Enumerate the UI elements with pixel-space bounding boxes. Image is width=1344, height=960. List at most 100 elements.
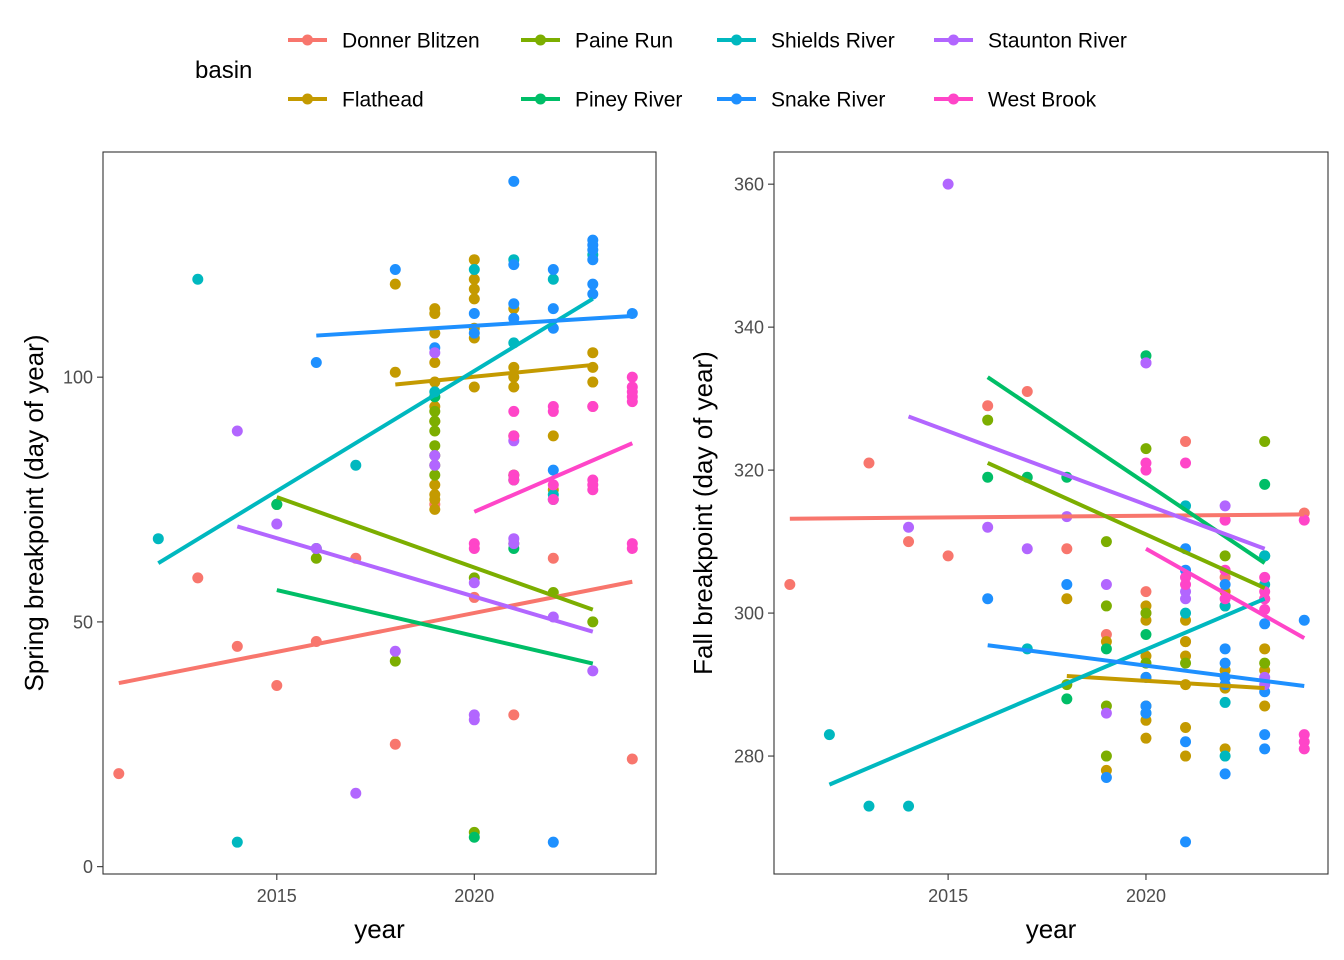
fall-point-paine-run: [1219, 550, 1231, 562]
legend-label: Flathead: [342, 89, 424, 112]
fall-x-tick-label: 2020: [1126, 886, 1166, 906]
fall-point-donner-blitzen: [1021, 385, 1033, 397]
fall-point-snake-river: [1259, 729, 1271, 741]
fall-point-shields-river: [903, 800, 915, 812]
spring-point-donner-blitzen: [547, 552, 559, 564]
spring-point-snake-river: [310, 356, 322, 368]
spring-point-west-brook: [547, 479, 559, 491]
fall-point-snake-river: [1219, 768, 1231, 780]
fall-point-flathead: [1180, 750, 1192, 762]
fall-point-shields-river: [863, 800, 875, 812]
legend-label: Donner Blitzen: [342, 30, 480, 53]
spring-point-west-brook: [468, 542, 480, 554]
spring-point-west-brook: [547, 494, 559, 506]
spring-x-axis-title: year: [354, 914, 405, 944]
spring-point-snake-river: [508, 259, 520, 271]
legend-key-point: [731, 93, 742, 105]
fall-point-flathead: [1180, 636, 1192, 648]
spring-y-tick-label: 50: [73, 612, 93, 632]
fall-point-paine-run: [1100, 750, 1112, 762]
legend-item-donner-blitzen: Donner Blitzen: [288, 30, 480, 53]
legend-label: Paine Run: [575, 30, 673, 53]
fall-point-snake-river: [1100, 771, 1112, 783]
spring-point-paine-run: [429, 415, 441, 427]
spring-point-paine-run: [310, 552, 322, 564]
legend-key-point: [302, 34, 313, 46]
spring-point-flathead: [389, 366, 401, 378]
spring-point-flathead: [468, 254, 480, 266]
fall-point-snake-river: [1298, 614, 1310, 626]
spring-point-shields-river: [350, 459, 362, 471]
spring-point-donner-blitzen: [113, 768, 125, 780]
fall-point-snake-river: [1140, 707, 1152, 719]
legend-item-flathead: Flathead: [288, 89, 424, 112]
legend-key-point: [948, 93, 959, 105]
legend: basin Donner Blitzen Flathead Paine Run Pin…: [195, 30, 1127, 112]
spring-y-tick-label: 0: [83, 857, 93, 877]
spring-point-donner-blitzen: [231, 640, 243, 652]
spring-point-flathead: [468, 283, 480, 295]
legend-label: Staunton River: [988, 30, 1127, 53]
legend-label: West Brook: [988, 89, 1097, 112]
fall-point-staunton-river: [982, 521, 994, 533]
spring-point-paine-run: [429, 425, 441, 437]
spring-point-shields-river: [547, 273, 559, 285]
spring-point-flathead: [389, 278, 401, 290]
fall-point-flathead: [1259, 643, 1271, 655]
fall-point-snake-river: [1259, 743, 1271, 755]
spring-point-flathead: [468, 273, 480, 285]
spring-point-shields-river: [152, 533, 164, 545]
spring-point-paine-run: [429, 440, 441, 452]
fall-x-axis-title: year: [1026, 914, 1077, 944]
spring-point-paine-run: [429, 469, 441, 481]
fall-y-axis-title: Fall breakpoint (day of year): [688, 351, 718, 675]
fall-point-west-brook: [1298, 743, 1310, 755]
fall-point-donner-blitzen: [1180, 436, 1192, 448]
spring-point-shields-river: [192, 273, 204, 285]
spring-point-flathead: [429, 356, 441, 368]
spring-point-snake-river: [547, 263, 559, 275]
spring-point-west-brook: [508, 474, 520, 486]
fall-panel-border: [773, 151, 1329, 875]
spring-point-donner-blitzen: [389, 738, 401, 750]
spring-point-paine-run: [429, 405, 441, 417]
spring-point-staunton-river: [468, 577, 480, 589]
legend-item-piney-river: Piney River: [521, 89, 682, 112]
fall-point-staunton-river: [1180, 593, 1192, 605]
spring-point-west-brook: [626, 542, 638, 554]
spring-trend-line-west-brook: [473, 441, 634, 514]
spring-point-staunton-river: [350, 787, 362, 799]
legend-key-point: [535, 93, 546, 105]
legend-key-point: [302, 93, 313, 105]
fall-point-staunton-river: [1100, 707, 1112, 719]
fall-point-west-brook: [1180, 457, 1192, 469]
legend-key-point: [948, 34, 959, 46]
legend-key-point: [731, 34, 742, 46]
fall-trend-line-west-brook: [1144, 547, 1306, 640]
spring-point-snake-river: [547, 836, 559, 848]
fall-point-shields-river: [1259, 550, 1271, 562]
fall-point-snake-river: [1061, 578, 1073, 590]
spring-point-donner-blitzen: [626, 753, 638, 765]
spring-trend-line-snake-river: [316, 313, 633, 338]
fall-point-flathead: [1140, 732, 1152, 744]
spring-point-staunton-river: [231, 425, 243, 437]
fall-point-flathead: [1061, 593, 1073, 605]
fall-point-donner-blitzen: [982, 400, 994, 412]
fall-point-donner-blitzen: [1061, 543, 1073, 555]
fall-y-tick-label: 280: [734, 747, 764, 767]
fall-point-snake-river: [1219, 657, 1231, 669]
fall-point-staunton-river: [903, 521, 915, 533]
fall-x-tick-label: 2015: [928, 886, 968, 906]
spring-point-staunton-river: [429, 347, 441, 359]
spring-point-flathead: [508, 361, 520, 373]
fall-point-flathead: [1259, 700, 1271, 712]
spring-point-flathead: [587, 347, 599, 359]
spring-point-flathead: [468, 381, 480, 393]
legend-item-shields-river: Shields River: [717, 30, 895, 53]
spring-point-flathead: [429, 494, 441, 506]
spring-point-snake-river: [468, 308, 480, 320]
spring-y-axis-title: Spring breakpoint (day of year): [19, 335, 49, 692]
fall-point-paine-run: [1259, 657, 1271, 669]
spring-trend-line-piney-river: [276, 588, 594, 666]
